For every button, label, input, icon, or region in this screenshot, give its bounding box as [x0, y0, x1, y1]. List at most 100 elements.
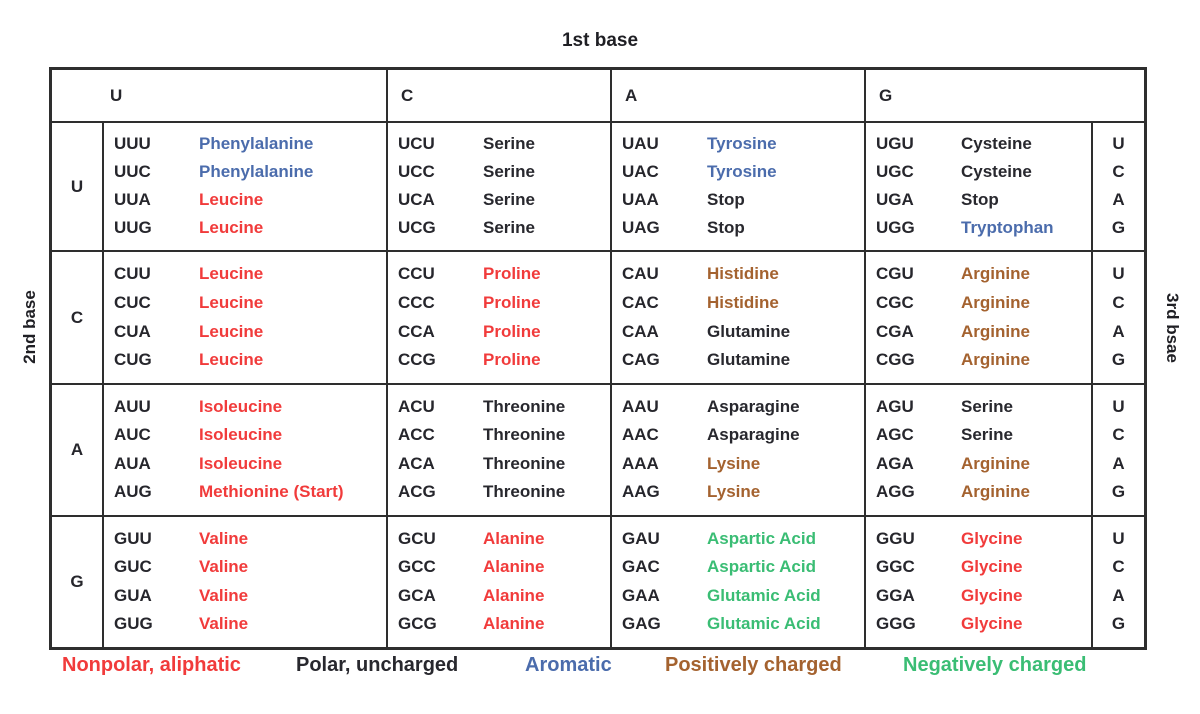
codon-cell-aa: AAU Asparagine AAC Asparagine AAA Lysine AAG Ly…: [612, 385, 866, 517]
codon-cell-gu: UGU Cysteine UGC Cysteine UGA Stop UGG Tryptoph…: [866, 123, 1093, 252]
codon: CCG: [398, 350, 436, 370]
amino-acid: Arginine: [961, 453, 1030, 473]
codon: GAG: [622, 614, 661, 634]
codon-entry: GUC Valine: [114, 558, 386, 577]
codon: GCU: [398, 528, 436, 548]
codon: UUU: [114, 134, 151, 154]
amino-acid: Leucine: [199, 292, 264, 312]
amino-acid: Tyrosine: [707, 134, 777, 154]
codon-entry: GUA Valine: [114, 585, 386, 606]
codon: GUA: [114, 585, 152, 605]
codon-table: U C A G U UUU Phenylalanine UUC Phenylalanine UUA…: [49, 67, 1147, 650]
codon-entry: CGA Arginine: [876, 322, 1091, 342]
second-base-label-g: G: [52, 517, 104, 647]
third-base-letter-g: G: [1111, 218, 1126, 238]
amino-acid: Alanine: [483, 557, 545, 577]
first-base-header-g: G: [866, 70, 1144, 123]
amino-acid: Histidine: [707, 292, 779, 312]
amino-acid: Leucine: [199, 264, 264, 284]
codon: CCA: [398, 321, 435, 341]
amino-acid: Glycine: [961, 614, 1023, 634]
codon: UGC: [876, 162, 914, 182]
codon-entry: CUG Leucine: [114, 351, 386, 370]
codon: AUG: [114, 482, 152, 502]
amino-acid: Arginine: [961, 264, 1030, 284]
codon-entry: AAA Lysine: [622, 454, 864, 474]
amino-acid: Asparagine: [707, 425, 800, 445]
amino-acid: Glycine: [961, 585, 1023, 605]
codon-cell-uc: CUU Leucine CUC Leucine CUA Leucine CUG Leucine: [104, 252, 388, 385]
codon-entry: CAA Glutamine: [622, 321, 864, 342]
second-base-axis-label: 2nd base: [20, 290, 39, 364]
codon-entry: CAG Glutamine: [622, 351, 864, 370]
codon-entry: CCA Proline: [398, 321, 610, 342]
amino-acid: Stop: [707, 190, 745, 210]
codon: UGA: [876, 190, 914, 210]
amino-acid: Arginine: [961, 292, 1030, 312]
codon-entry: AGC Serine: [876, 426, 1091, 445]
codon-cell-gg: GGU Glycine GGC Glycine GGA Glycine GGG Glycine: [866, 517, 1093, 647]
amino-acid: Glutamic Acid: [707, 585, 821, 605]
third-base-letter-c: C: [1112, 557, 1125, 577]
legend-item-polar-uncharged: Polar, uncharged: [296, 654, 459, 676]
codon-cell-ag: GAU Aspartic Acid GAC Aspartic Acid GAA Gluta…: [612, 517, 866, 647]
first-base-header-u: U: [52, 70, 388, 123]
amino-acid: Alanine: [483, 614, 545, 634]
legend-item-nonpolar-aliphatic: Nonpolar, aliphatic: [62, 654, 241, 676]
codon-entry: GGG Glycine: [876, 615, 1091, 634]
amino-acid: Cysteine: [961, 134, 1032, 154]
codon-entry: ACG Threonine: [398, 483, 610, 502]
amino-acid: Serine: [961, 396, 1013, 416]
codon: AGC: [876, 425, 914, 445]
amino-acid: Isoleucine: [199, 396, 283, 416]
codon-entry: UGG Tryptophan: [876, 218, 1091, 238]
amino-acid: Serine: [483, 190, 535, 210]
codon: ACA: [398, 453, 435, 473]
codon: AUC: [114, 425, 151, 445]
amino-acid: Leucine: [199, 218, 264, 238]
legend-item-aromatic: Aromatic: [525, 654, 612, 676]
codon: UAG: [622, 218, 660, 238]
amino-acid: Arginine: [961, 482, 1030, 502]
codon: ACG: [398, 482, 436, 502]
codon-entry: GAC Aspartic Acid: [622, 558, 864, 577]
amino-acid: Tryptophan: [961, 218, 1054, 238]
codon: CAG: [622, 350, 660, 370]
codon-cell-cg: GCU Alanine GCC Alanine GCA Alanine GCG Alanine: [388, 517, 612, 647]
codon-entry: GUG Valine: [114, 615, 386, 634]
codon-cell-au: UAU Tyrosine UAC Tyrosine UAA Stop UAG Stop: [612, 123, 866, 252]
codon: CUG: [114, 350, 152, 370]
codon: CCU: [398, 264, 435, 284]
codon: AGU: [876, 396, 914, 416]
amino-acid: Glutamic Acid: [707, 614, 821, 634]
codon: ACU: [398, 396, 435, 416]
amino-acid: Alanine: [483, 585, 545, 605]
codon-entry: UGU Cysteine: [876, 135, 1091, 154]
codon-entry: CAC Histidine: [622, 292, 864, 313]
codon-cell-gc: CGU Arginine CGC Arginine CGA Arginine CGG Argi…: [866, 252, 1093, 385]
codon-entry: CCG Proline: [398, 351, 610, 370]
codon-entry: CCC Proline: [398, 293, 610, 313]
third-base-letter-u: U: [1112, 528, 1125, 548]
codon-entry: GUU Valine: [114, 529, 386, 549]
codon: UAA: [622, 190, 659, 210]
amino-acid: Glutamine: [707, 321, 791, 341]
codon-entry: UAG Stop: [622, 218, 864, 238]
codon-entry: CUC Leucine: [114, 292, 386, 313]
second-base-label-a: A: [52, 385, 104, 517]
amino-acid: Serine: [483, 218, 535, 238]
codon-entry: CUU Leucine: [114, 264, 386, 284]
codon: UCA: [398, 190, 435, 210]
codon-entry: CUA Leucine: [114, 322, 386, 342]
codon-entry: AUG Methionine (Start): [114, 483, 386, 502]
amino-acid: Stop: [707, 218, 745, 238]
codon: AUA: [114, 453, 151, 473]
amino-acid: Phenylalanine: [199, 134, 314, 154]
codon: GUG: [114, 614, 153, 634]
codon: GCG: [398, 614, 437, 634]
codon: UCG: [398, 218, 436, 238]
amino-acid: Aspartic Acid: [707, 557, 816, 577]
codon: UAC: [622, 162, 659, 182]
